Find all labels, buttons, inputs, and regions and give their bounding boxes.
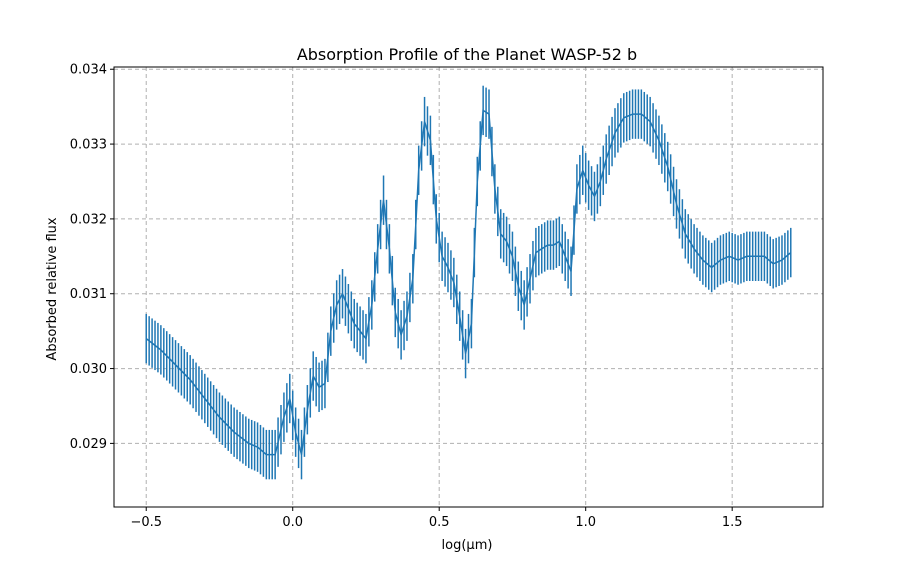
x-tick-label: 1.5 [722,515,743,530]
y-tick-label: 0.032 [70,212,107,227]
y-tick-label: 0.030 [70,362,107,377]
y-tick-label: 0.031 [70,287,107,302]
plot-frame [113,66,824,508]
x-axis-label: log(μm) [442,538,493,553]
x-tick-label: −0.5 [130,515,162,530]
y-tick-label: 0.034 [70,63,107,78]
x-tick-label: 1.0 [575,515,596,530]
error-bars [145,85,792,480]
series-line [145,109,792,456]
y-tick-label: 0.033 [70,138,107,153]
x-tick-label: 0.0 [282,515,303,530]
y-axis-label: Absorbed relative flux [45,217,60,360]
grid [114,67,823,507]
x-tick-label: 0.5 [429,515,450,530]
y-ticks: 0.029 0.030 0.031 0.032 0.033 0.034 [70,63,114,452]
chart-title: Absorption Profile of the Planet WASP-52… [297,45,637,64]
y-tick-label: 0.029 [70,437,107,452]
x-ticks: −0.5 0.0 0.5 1.0 1.5 [130,507,743,530]
